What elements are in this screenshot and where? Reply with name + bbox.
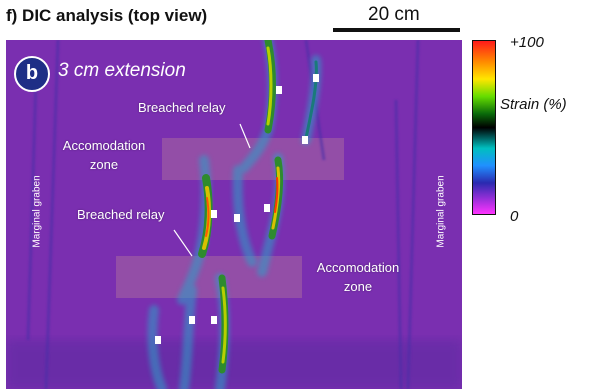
leader-lines [173, 123, 251, 257]
colorbar-max-label: +100 [510, 34, 544, 51]
breached-relay-label-upper: Breached relay [138, 100, 226, 115]
marker [234, 214, 240, 222]
marker [211, 210, 217, 218]
marker [302, 136, 308, 144]
marker [276, 86, 282, 94]
accomodation-zone-label-upper-line2: zone [89, 157, 119, 172]
panel-title: f) DIC analysis (top view) [6, 6, 208, 25]
accomodation-zone-label-upper: Accomodation zone [46, 136, 162, 174]
accomodation-zone-label-upper-line1: Accomodation [62, 138, 146, 153]
colorbar-title: Strain (%) [500, 96, 567, 113]
marginal-graben-label-left: Marginal graben [31, 175, 43, 248]
marker [211, 316, 217, 324]
marker [189, 316, 195, 324]
marker [264, 204, 270, 212]
scale-bar-label: 20 cm [368, 4, 420, 25]
panel-badge: b [14, 56, 50, 92]
strain-colorbar [472, 40, 496, 215]
breached-relay-label-lower: Breached relay [77, 207, 165, 222]
scale-bar [333, 28, 460, 32]
strain-map [6, 40, 462, 389]
marker [313, 74, 319, 82]
accomodation-zone-label-lower-line1: Accomodation [316, 260, 400, 275]
fault-cores [198, 40, 318, 374]
markers [155, 74, 319, 344]
marker [155, 336, 161, 344]
extension-label: 3 cm extension [58, 60, 186, 81]
colorbar-min-label: 0 [510, 208, 519, 225]
marginal-graben-label-right: Marginal graben [435, 175, 447, 248]
accomodation-zone-label-lower-line2: zone [343, 279, 373, 294]
faint-faults [26, 40, 420, 389]
accomodation-zone-lower-shade [116, 256, 302, 298]
accomodation-zone-label-lower: Accomodation zone [300, 258, 416, 296]
